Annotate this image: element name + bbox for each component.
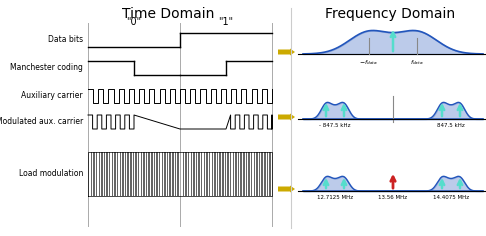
Bar — [162, 152, 163, 196]
Bar — [225, 152, 226, 196]
Bar — [99, 152, 100, 196]
Text: Manchester coding: Manchester coding — [10, 63, 83, 72]
Bar — [246, 152, 247, 196]
Bar — [90, 152, 92, 196]
Bar — [117, 152, 119, 196]
Text: Auxiliary carrier: Auxiliary carrier — [21, 92, 83, 101]
Bar — [143, 152, 145, 196]
Bar — [206, 152, 208, 196]
Bar — [214, 152, 216, 196]
Bar — [256, 152, 258, 196]
Bar — [127, 152, 129, 196]
Bar — [172, 152, 174, 196]
Bar — [170, 152, 171, 196]
Bar — [156, 152, 158, 196]
Text: $f_{data}$: $f_{data}$ — [410, 58, 424, 67]
Bar — [259, 152, 260, 196]
Bar — [146, 152, 147, 196]
Bar — [227, 152, 229, 196]
Text: 12.7125 MHz: 12.7125 MHz — [317, 195, 353, 200]
Bar — [198, 152, 200, 196]
Bar — [175, 152, 176, 196]
Bar — [138, 152, 139, 196]
Bar — [101, 152, 103, 196]
Bar — [254, 152, 255, 196]
Bar — [140, 152, 142, 196]
Bar — [112, 152, 113, 196]
Bar — [230, 152, 231, 196]
Bar — [211, 152, 213, 196]
Bar — [196, 152, 197, 196]
Text: Frequency Domain: Frequency Domain — [325, 7, 455, 21]
Bar — [109, 152, 110, 196]
Bar — [151, 152, 153, 196]
Bar — [122, 152, 123, 196]
Bar — [185, 152, 187, 196]
Text: $-f_{data}$: $-f_{data}$ — [360, 58, 379, 67]
Bar — [154, 152, 155, 196]
Bar — [88, 152, 89, 196]
FancyArrow shape — [278, 185, 295, 193]
Bar — [191, 152, 192, 196]
Bar — [219, 152, 221, 196]
Bar — [267, 152, 268, 196]
Bar — [217, 152, 218, 196]
Bar — [93, 152, 95, 196]
Bar — [248, 152, 250, 196]
Bar — [167, 152, 168, 196]
Bar — [269, 152, 271, 196]
Text: 13.56 MHz: 13.56 MHz — [379, 195, 408, 200]
Text: "0": "0" — [126, 17, 141, 27]
Bar — [188, 152, 190, 196]
Bar — [222, 152, 224, 196]
Bar — [125, 152, 126, 196]
Bar — [241, 152, 242, 196]
Bar — [96, 152, 97, 196]
Bar — [201, 152, 203, 196]
Bar — [104, 152, 105, 196]
Text: - 847.5 kHz: - 847.5 kHz — [319, 123, 351, 128]
Bar — [148, 152, 150, 196]
Bar — [261, 152, 263, 196]
Bar — [264, 152, 265, 196]
Bar — [235, 152, 237, 196]
Text: "1": "1" — [218, 17, 234, 27]
Text: Data bits: Data bits — [48, 35, 83, 45]
Bar — [133, 152, 134, 196]
Text: 14.4075 MHz: 14.4075 MHz — [433, 195, 469, 200]
Text: Modulated aux. carrier: Modulated aux. carrier — [0, 118, 83, 126]
Bar — [233, 152, 234, 196]
Bar — [120, 152, 121, 196]
Bar — [251, 152, 252, 196]
Bar — [164, 152, 166, 196]
Bar — [177, 152, 179, 196]
Bar — [135, 152, 137, 196]
FancyArrow shape — [278, 49, 295, 55]
Bar — [159, 152, 160, 196]
Bar — [238, 152, 239, 196]
Bar — [243, 152, 244, 196]
Text: Time Domain: Time Domain — [122, 7, 214, 21]
Bar — [183, 152, 184, 196]
Text: Load modulation: Load modulation — [18, 169, 83, 178]
Bar — [193, 152, 194, 196]
Bar — [209, 152, 210, 196]
Bar — [130, 152, 132, 196]
Bar — [106, 152, 108, 196]
Text: 847.5 kHz: 847.5 kHz — [437, 123, 465, 128]
Bar — [204, 152, 205, 196]
Bar — [114, 152, 116, 196]
Bar — [180, 152, 181, 196]
FancyArrow shape — [278, 114, 295, 121]
